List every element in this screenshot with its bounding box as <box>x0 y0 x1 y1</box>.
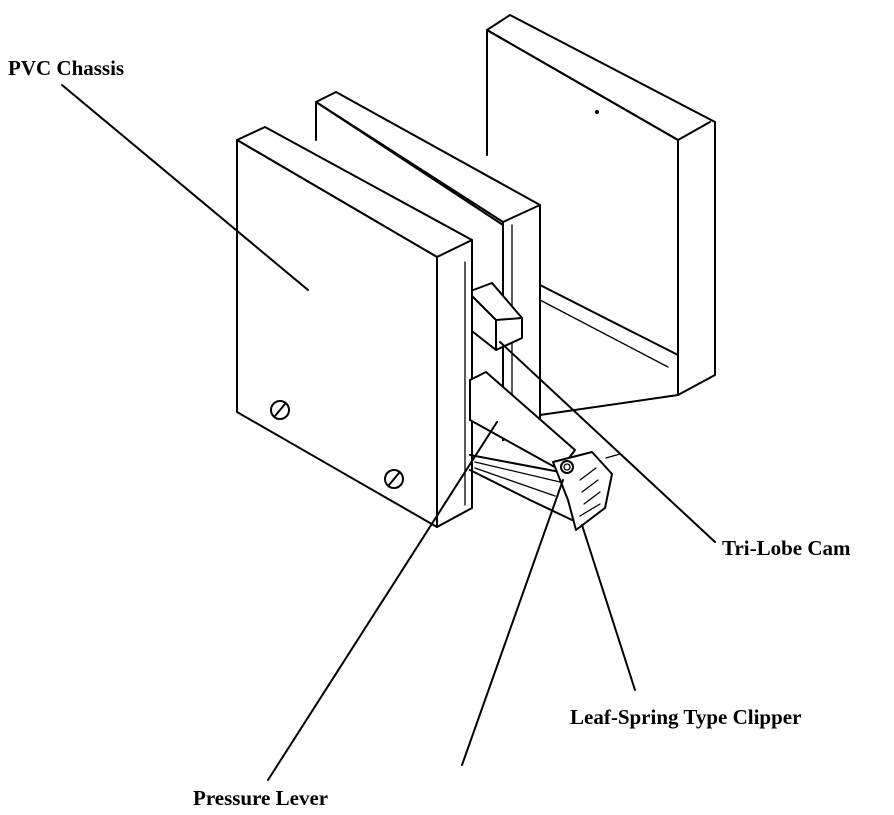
label-leaf-spring-clipper: Leaf-Spring Type Clipper <box>570 707 801 728</box>
base-floor <box>540 285 678 415</box>
front-plate <box>237 127 472 527</box>
leaf-spring-clipper <box>553 452 620 530</box>
label-tri-lobe-cam: Tri-Lobe Cam <box>722 538 851 559</box>
label-pvc-chassis: PVC Chassis <box>8 58 124 79</box>
label-pressure-lever: Pressure Lever <box>193 788 328 809</box>
leader-clipper <box>582 525 635 690</box>
leader-lever-b <box>462 480 563 765</box>
